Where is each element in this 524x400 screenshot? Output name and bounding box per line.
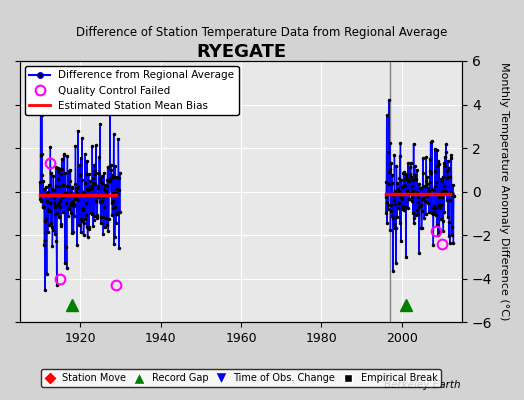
Legend: Difference from Regional Average, Quality Control Failed, Estimated Station Mean: Difference from Regional Average, Qualit… — [25, 66, 238, 115]
Legend: Station Move, Record Gap, Time of Obs. Change, Empirical Break: Station Move, Record Gap, Time of Obs. C… — [41, 369, 441, 387]
Text: Berkeley Earth: Berkeley Earth — [385, 380, 461, 390]
Text: Difference of Station Temperature Data from Regional Average: Difference of Station Temperature Data f… — [77, 26, 447, 39]
Title: RYEGATE: RYEGATE — [196, 43, 286, 61]
Y-axis label: Monthly Temperature Anomaly Difference (°C): Monthly Temperature Anomaly Difference (… — [499, 62, 509, 321]
